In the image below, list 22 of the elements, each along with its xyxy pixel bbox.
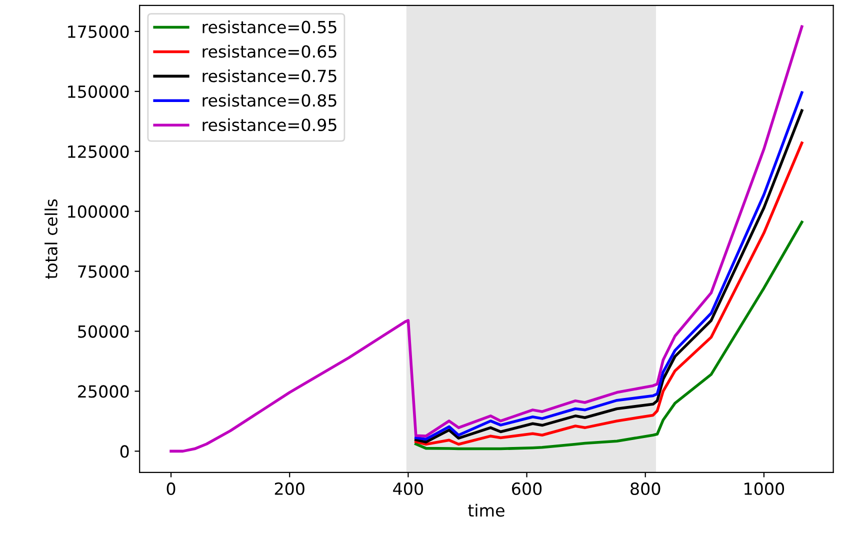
x-tick-label: 800	[630, 482, 660, 496]
legend-label: resistance=0.95	[202, 118, 336, 132]
x-tick-label: 0	[166, 482, 176, 496]
legend-label: resistance=0.85	[202, 94, 336, 107]
x-tick-label: 400	[393, 482, 423, 496]
x-axis-title: time	[468, 504, 504, 517]
y-tick-label: 175000	[68, 25, 129, 38]
y-tick-label: 75000	[78, 265, 129, 278]
y-tick-label: 125000	[68, 145, 129, 158]
legend-label: resistance=0.65	[202, 44, 336, 58]
legend-label: resistance=0.55	[202, 20, 336, 34]
y-tick-label: 50000	[78, 325, 129, 338]
y-tick-label: 100000	[68, 205, 129, 218]
y-tick-label: 0	[120, 445, 129, 458]
line-series	[414, 220, 804, 450]
legend-label: resistance=0.75	[202, 69, 336, 82]
x-tick-label: 200	[274, 482, 304, 496]
y-axis-title: total cells	[44, 199, 58, 279]
y-tick-label: 150000	[68, 85, 129, 98]
x-tick-label: 600	[512, 482, 542, 496]
x-tick-label: 1000	[744, 482, 784, 496]
y-tick-label: 25000	[78, 385, 129, 398]
